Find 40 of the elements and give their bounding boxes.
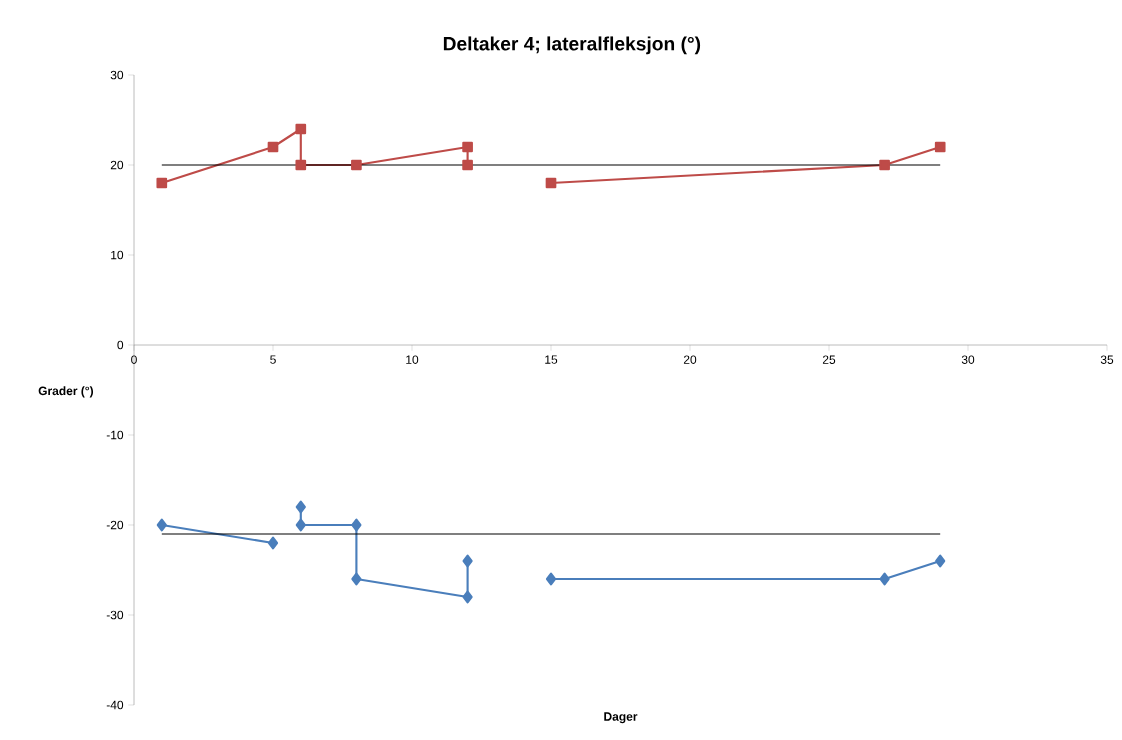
point xyxy=(156,177,168,189)
x-tick-label: 0 xyxy=(131,355,137,364)
point xyxy=(351,518,362,532)
point xyxy=(295,500,306,514)
x-axis-title: Dager xyxy=(604,712,638,724)
y-axis-title: Grader (°) xyxy=(38,386,94,398)
point xyxy=(545,177,557,189)
x-tick-label: 5 xyxy=(270,355,276,364)
y-tick-label: 30 xyxy=(110,70,124,80)
point xyxy=(879,572,890,586)
point xyxy=(156,518,167,532)
x-tick-label: 15 xyxy=(545,355,558,364)
point xyxy=(267,536,279,550)
x-tick-label: 30 xyxy=(961,355,975,364)
y-tick-label: -40 xyxy=(106,700,124,710)
x-tick-label: 20 xyxy=(683,355,697,364)
chart-title: Deltaker 4; lateralfleksjon (°) xyxy=(443,36,701,55)
point xyxy=(295,123,307,135)
point xyxy=(351,159,362,171)
y-tick-label: -30 xyxy=(106,610,124,620)
point xyxy=(462,554,473,568)
point xyxy=(545,572,557,586)
point xyxy=(351,572,362,586)
x-tick-label: 25 xyxy=(822,355,836,364)
point xyxy=(295,159,307,171)
point xyxy=(462,590,473,604)
point xyxy=(462,141,473,153)
x-tick-label: 10 xyxy=(406,355,419,364)
point xyxy=(879,159,890,171)
point xyxy=(462,159,473,171)
point xyxy=(934,141,946,153)
y-tick-label: 20 xyxy=(110,160,124,170)
point xyxy=(935,554,946,568)
y-tick-label: -20 xyxy=(106,520,124,530)
x-tick-label: 35 xyxy=(1100,355,1114,364)
point xyxy=(267,141,279,153)
point xyxy=(295,518,306,532)
y-tick-label: 0 xyxy=(117,340,124,350)
y-tick-label: -10 xyxy=(106,430,124,440)
y-tick-label: 10 xyxy=(111,250,124,260)
